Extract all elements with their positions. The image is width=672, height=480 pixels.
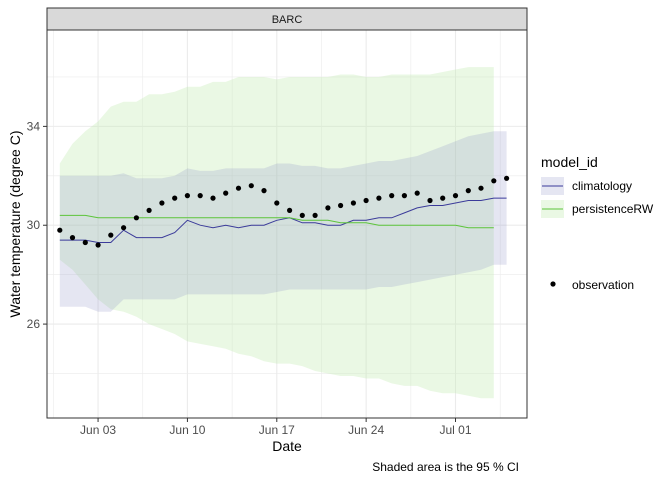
observation-point: [440, 195, 446, 201]
observation-point: [133, 215, 139, 221]
legend-key-observation: [550, 281, 556, 287]
observation-point: [363, 197, 369, 204]
x-axis-title: Date: [272, 438, 302, 454]
observation-point: [108, 232, 114, 238]
observation-point: [338, 202, 344, 209]
legend-entries: climatology persistenceRW observation: [541, 177, 654, 292]
observation-point: [184, 193, 190, 199]
observation-point: [95, 242, 101, 248]
ci-ribbons: [59, 67, 507, 399]
ribbon-persistenceRW: [59, 67, 494, 399]
ribbon-climatology: [59, 131, 507, 312]
forecast-lines: [59, 197, 507, 243]
caption: Shaded area is the 95 % CI: [372, 460, 519, 474]
observation-point: [376, 195, 382, 201]
observation-point: [491, 178, 497, 184]
y-tick-label: 26: [27, 317, 41, 331]
observation-point: [478, 185, 484, 191]
observation-point: [69, 235, 76, 241]
y-tick-label: 34: [27, 119, 41, 133]
observation-point: [261, 188, 267, 194]
line-climatology: [59, 197, 507, 243]
observation-point: [159, 200, 165, 206]
plot-panel: [47, 30, 527, 418]
panel-border: [46, 29, 528, 419]
observation-point: [146, 207, 152, 213]
y-axis-title: Water temperature (degree C): [7, 131, 23, 318]
observation-point: [274, 200, 280, 206]
observation-point: [287, 207, 293, 213]
legend-label: climatology: [572, 179, 632, 193]
observation-point: [299, 212, 305, 218]
legend-label-observation: observation: [572, 278, 634, 292]
observation-point: [325, 205, 331, 211]
observation-point: [312, 212, 318, 218]
observation-point: [401, 193, 407, 199]
x-tick-label: Jun 17: [259, 423, 295, 437]
observation-point: [465, 188, 471, 194]
observation-point: [350, 200, 356, 206]
legend: model_id climatology persistenceRW observa…: [541, 154, 654, 292]
observation-point: [427, 197, 433, 204]
observation-point: [414, 190, 420, 196]
legend-title: model_id: [541, 154, 598, 170]
observation-point: [235, 185, 242, 191]
y-axis: 26 30 34: [27, 119, 47, 331]
line-persistenceRW: [59, 214, 494, 229]
observation-point: [389, 193, 395, 199]
x-axis: Jun 03 Jun 10 Jun 17 Jun 24 Jul 01: [80, 418, 472, 437]
facet-label: BARC: [272, 14, 303, 26]
observation-point: [82, 239, 88, 246]
observation-point: [57, 227, 63, 233]
observation-point: [210, 195, 216, 201]
observation-point: [172, 195, 178, 201]
observation-point: [223, 190, 229, 196]
observation-point: [197, 193, 203, 199]
legend-label: persistenceRW: [572, 202, 654, 216]
x-tick-label: Jul 01: [439, 423, 471, 437]
observation-point: [504, 175, 510, 181]
observation-point: [248, 183, 254, 189]
x-tick-label: Jun 10: [169, 423, 205, 437]
observation-point: [121, 225, 127, 231]
x-tick-label: Jun 24: [348, 423, 384, 437]
x-tick-label: Jun 03: [80, 423, 116, 437]
observation-points: [57, 175, 510, 248]
y-tick-label: 30: [27, 218, 41, 232]
observation-point: [452, 193, 459, 199]
minor-gridlines: [47, 30, 527, 418]
